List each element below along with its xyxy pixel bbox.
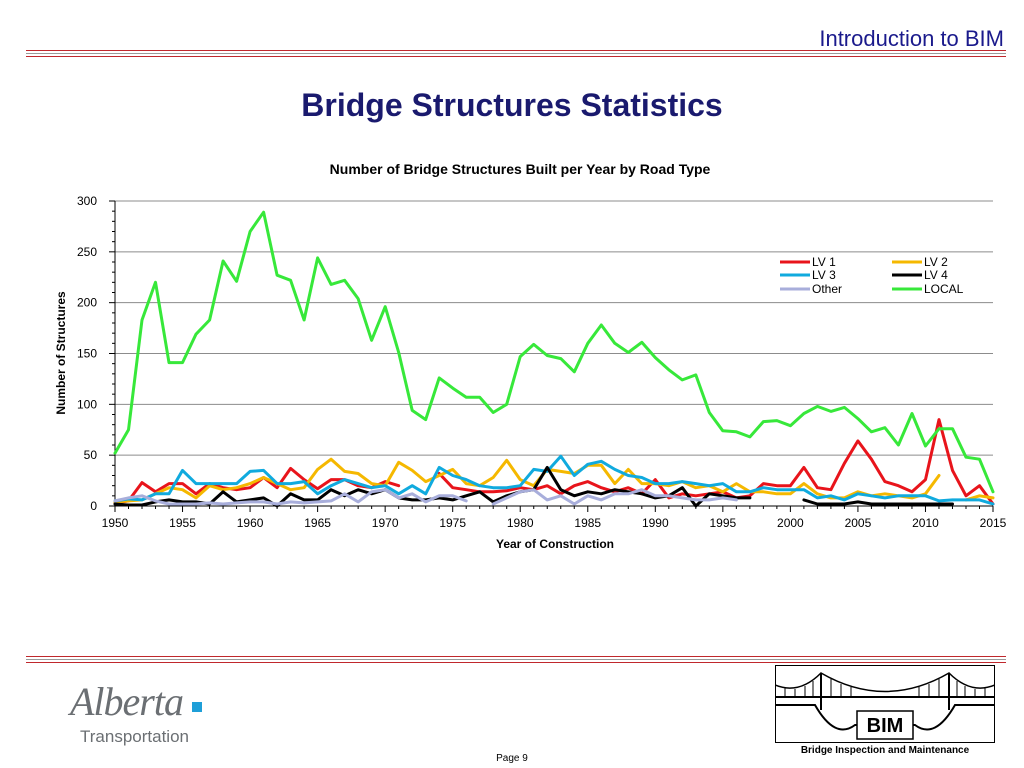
y-axis-label: Number of Structures bbox=[54, 291, 68, 415]
page-title: Bridge Structures Statistics bbox=[301, 87, 723, 123]
series-line-segment bbox=[113, 210, 995, 494]
legend-label: LV 3 bbox=[812, 268, 836, 282]
x-tick-label: 1965 bbox=[304, 516, 331, 530]
alberta-logo-wordmark: Alberta bbox=[70, 679, 184, 724]
legend-label: LV 2 bbox=[924, 255, 948, 269]
bim-caption: Bridge Inspection and Maintenance bbox=[800, 745, 970, 756]
x-tick-label: 1975 bbox=[439, 516, 466, 530]
x-tick-label: 1970 bbox=[372, 516, 399, 530]
footer-rule-middle bbox=[26, 659, 1006, 660]
x-tick-label: 2010 bbox=[912, 516, 939, 530]
x-axis-label: Year of Construction bbox=[496, 537, 614, 551]
series-line-segment bbox=[113, 454, 995, 506]
x-tick-label: 2000 bbox=[777, 516, 804, 530]
header-title: Introduction to BIM bbox=[819, 26, 1004, 51]
bridge-cable bbox=[775, 672, 995, 693]
x-tick-label: 1960 bbox=[237, 516, 264, 530]
series-local bbox=[113, 210, 995, 494]
chart-title: Number of Bridge Structures Built per Ye… bbox=[330, 161, 711, 177]
grid-layer bbox=[115, 200, 993, 456]
bim-label-box bbox=[856, 710, 914, 740]
legend-label: LOCAL bbox=[924, 282, 964, 296]
bridge-hangers bbox=[784, 679, 986, 697]
series-other bbox=[113, 488, 738, 506]
y-tick-label: 150 bbox=[77, 347, 97, 361]
bim-bridge-logo: BIM bbox=[775, 665, 995, 743]
footer-rule-bottom bbox=[26, 662, 1006, 663]
y-tick-label: 0 bbox=[90, 499, 97, 513]
legend-label: LV 1 bbox=[812, 255, 836, 269]
alberta-logo-square bbox=[192, 702, 202, 712]
x-tick-label: 2005 bbox=[845, 516, 872, 530]
footer-rule-top bbox=[26, 656, 1006, 657]
alberta-logo-subtitle: Transportation bbox=[80, 727, 189, 746]
y-tick-label: 50 bbox=[84, 448, 98, 462]
y-tick-label: 200 bbox=[77, 296, 97, 310]
header-rule-top bbox=[26, 50, 1006, 51]
x-tick-label: 1980 bbox=[507, 516, 534, 530]
series-line-segment bbox=[802, 498, 954, 506]
y-tick-label: 100 bbox=[77, 397, 97, 411]
header-rule-middle bbox=[26, 53, 1006, 54]
legend: LV 1 LV 2 LV 3 LV 4 Other LOCAL bbox=[780, 255, 964, 296]
series-line-segment bbox=[113, 457, 941, 504]
x-tick-label: 1990 bbox=[642, 516, 669, 530]
series-lv-3 bbox=[113, 454, 995, 506]
header-rule-bottom bbox=[26, 56, 1006, 57]
series-layer bbox=[113, 210, 995, 508]
x-tick-label: 1985 bbox=[574, 516, 601, 530]
axis-layer: 0 50 100 150 200 250 300 1950 1955 1960 1965 1970 19… bbox=[77, 194, 1007, 530]
line-chart: Number of Bridge Structures Built per Ye… bbox=[54, 161, 1007, 551]
x-tick-label: 2015 bbox=[980, 516, 1007, 530]
bim-label: BIM bbox=[867, 715, 904, 737]
legend-label: Other bbox=[812, 282, 842, 296]
series-line-segment bbox=[491, 488, 738, 506]
x-tick-label: 1950 bbox=[102, 516, 129, 530]
y-tick-label: 250 bbox=[77, 245, 97, 259]
page-number: Page 9 bbox=[496, 753, 528, 764]
series-line-segment bbox=[113, 488, 468, 506]
legend-label: LV 4 bbox=[924, 268, 948, 282]
x-tick-label: 1995 bbox=[709, 516, 736, 530]
y-tick-label: 300 bbox=[77, 194, 97, 208]
x-tick-label: 1955 bbox=[169, 516, 196, 530]
